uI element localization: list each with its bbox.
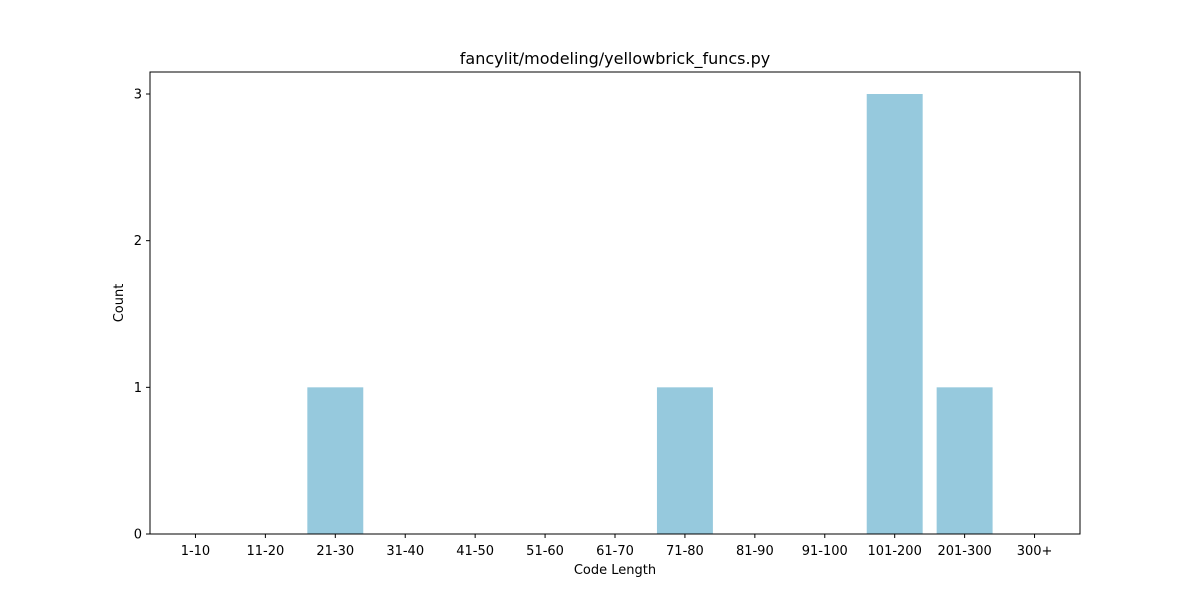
bar-201-300: [936, 387, 993, 534]
x-tick-label: 11-20: [246, 544, 284, 559]
bar-71-80: [656, 387, 713, 534]
y-tick-label: 0: [134, 528, 142, 543]
chart-title: fancylit/modeling/yellowbrick_funcs.py: [460, 49, 770, 69]
x-tick-label: 31-40: [386, 544, 424, 559]
x-tick-label: 41-50: [456, 544, 494, 559]
y-tick-label: 2: [134, 234, 142, 249]
x-tick-label: 1-10: [181, 544, 211, 559]
x-tick-label: 101-200: [868, 544, 922, 559]
bar-21-30: [307, 387, 364, 534]
y-axis-ticks: 0 1 2 3: [134, 88, 150, 543]
x-tick-label: 61-70: [596, 544, 634, 559]
bars-group: [307, 94, 993, 534]
y-tick-label: 3: [134, 88, 142, 103]
x-tick-label: 51-60: [526, 544, 564, 559]
x-axis-label: Code Length: [574, 563, 656, 578]
y-tick-label: 1: [134, 381, 142, 396]
x-tick-label: 201-300: [937, 544, 991, 559]
x-tick-label: 91-100: [802, 544, 848, 559]
x-tick-label: 21-30: [316, 544, 354, 559]
y-axis-label: Count: [112, 284, 127, 323]
bar-101-200: [866, 94, 923, 534]
x-tick-label: 81-90: [736, 544, 774, 559]
x-tick-label: 71-80: [666, 544, 704, 559]
x-tick-label: 300+: [1017, 544, 1053, 559]
x-axis-ticks: 1-10 11-20 21-30 31-40 41-50 51-60 61-70 71-80 8…: [181, 534, 1053, 559]
